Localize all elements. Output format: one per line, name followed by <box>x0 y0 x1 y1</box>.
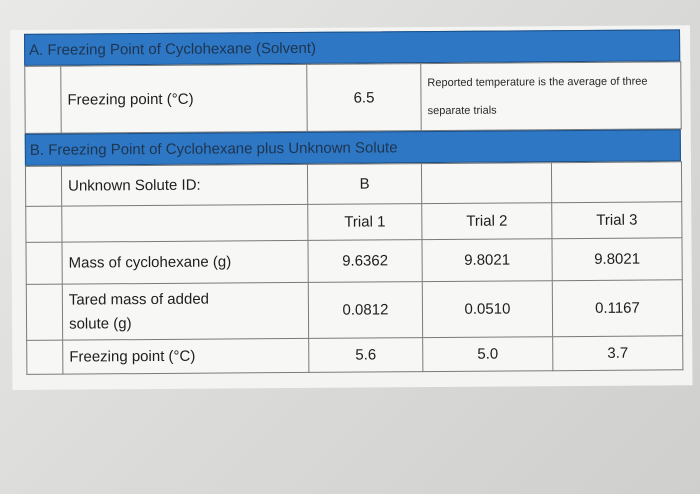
worksheet: A. Freezing Point of Cyclohexane (Solven… <box>10 25 693 390</box>
blank-cell <box>24 66 62 134</box>
table-row: Mass of cyclohexane (g) 9.6362 9.8021 9.… <box>25 237 683 285</box>
solute-id-label: Unknown Solute ID: <box>61 164 308 207</box>
section-a-header: A. Freezing Point of Cyclohexane (Solven… <box>24 29 681 66</box>
trial-3-header: Trial 3 <box>551 201 682 239</box>
tared-mass-label-line: Tared mass of added <box>68 290 210 309</box>
table-row: Trial 1 Trial 2 Trial 3 <box>25 201 682 243</box>
tared-mass-trial-2: 0.0510 <box>422 280 553 338</box>
table-row: Freezing point (°C) 6.5 Reported tempera… <box>24 61 682 134</box>
solution-freezing-point-label: Freezing point (°C) <box>62 338 309 375</box>
table-row: Freezing point (°C) 5.6 5.0 3.7 <box>26 335 683 375</box>
blank-cell <box>25 166 62 207</box>
section-a-title: A. Freezing Point of Cyclohexane (Solven… <box>29 39 317 59</box>
freezing-point-label: Freezing point (°C) <box>60 64 308 134</box>
blank-cell <box>551 161 682 203</box>
blank-cell <box>26 340 63 375</box>
note-line: Reported temperature is the average of t… <box>427 75 648 90</box>
solute-id-value: B <box>307 163 422 205</box>
blank-cell <box>26 284 63 341</box>
trial-1-header: Trial 1 <box>307 203 422 241</box>
freezing-point-trial-1: 5.6 <box>308 337 423 373</box>
mass-cyclohexane-trial-1: 9.6362 <box>307 239 423 283</box>
trial-2-header: Trial 2 <box>421 202 552 240</box>
tared-mass-trial-1: 0.0812 <box>308 281 423 339</box>
freezing-point-value: 6.5 <box>306 63 422 132</box>
note-line: separate trials <box>427 104 497 118</box>
blank-cell <box>61 204 308 243</box>
mass-cyclohexane-trial-2: 9.8021 <box>421 238 553 282</box>
note-cell: Reported temperature is the average of t… <box>420 61 682 131</box>
blank-cell <box>25 206 62 243</box>
blank-cell <box>25 242 63 285</box>
section-b-title: B. Freezing Point of Cyclohexane plus Un… <box>29 139 398 159</box>
mass-cyclohexane-label: Mass of cyclohexane (g) <box>61 240 309 285</box>
freezing-point-trial-3: 3.7 <box>552 335 683 371</box>
tared-mass-label-line: solute (g) <box>68 314 132 333</box>
table-row: Unknown Solute ID: B <box>25 161 682 207</box>
solvent-table: Freezing point (°C) 6.5 Reported tempera… <box>24 61 682 134</box>
tared-mass-label: Tared mass of added solute (g) <box>62 282 309 341</box>
table-row: Tared mass of added solute (g) 0.0812 0.… <box>26 279 683 341</box>
freezing-point-trial-2: 5.0 <box>422 336 553 372</box>
blank-cell <box>421 162 552 204</box>
mass-cyclohexane-trial-3: 9.8021 <box>551 237 683 281</box>
tared-mass-trial-3: 0.1167 <box>552 279 683 337</box>
section-b-header: B. Freezing Point of Cyclohexane plus Un… <box>24 129 681 166</box>
solute-table: Unknown Solute ID: B Trial 1 Trial 2 Tri… <box>24 161 684 375</box>
